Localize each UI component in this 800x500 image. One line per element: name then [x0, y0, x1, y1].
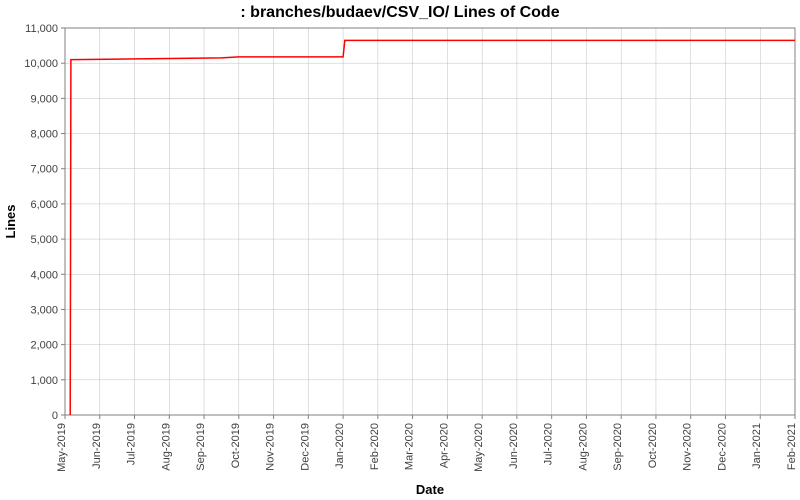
xtick-label: May-2019 — [56, 423, 68, 472]
chart-title: : branches/budaev/CSV_IO/ Lines of Code — [240, 4, 559, 21]
xtick-label: Sep-2019 — [195, 423, 207, 471]
xtick-label: Sep-2020 — [612, 423, 624, 471]
ytick-label: 3,000 — [30, 304, 58, 316]
xtick-label: Feb-2021 — [786, 423, 798, 470]
xtick-label: Apr-2020 — [438, 423, 450, 468]
ytick-label: 7,000 — [30, 164, 58, 176]
ytick-label: 2,000 — [30, 340, 58, 352]
ytick-label: 11,000 — [25, 23, 58, 35]
x-axis-label: Date — [416, 482, 444, 497]
xtick-label: Nov-2020 — [682, 423, 694, 471]
ytick-label: 8,000 — [30, 129, 58, 141]
xtick-label: Jul-2019 — [126, 423, 138, 465]
xtick-label: Jun-2019 — [91, 423, 103, 469]
ytick-label: 4,000 — [30, 269, 58, 281]
y-axis-label: Lines — [3, 205, 18, 239]
xtick-label: Oct-2019 — [230, 423, 242, 468]
ytick-label: 1,000 — [30, 375, 58, 387]
xtick-label: Oct-2020 — [647, 423, 659, 468]
xtick-label: May-2020 — [473, 423, 485, 472]
xtick-label: Nov-2019 — [265, 423, 277, 471]
xtick-label: Jun-2020 — [508, 423, 520, 469]
chart-background — [0, 0, 800, 500]
ytick-label: 9,000 — [30, 93, 58, 105]
xtick-label: Aug-2020 — [577, 423, 589, 471]
ytick-label: 5,000 — [30, 234, 58, 246]
ytick-label: 6,000 — [30, 199, 58, 211]
chart-container: : branches/budaev/CSV_IO/ Lines of Code 0… — [0, 0, 800, 500]
xtick-label: Jan-2021 — [751, 423, 763, 469]
xtick-label: Feb-2020 — [369, 423, 381, 470]
xtick-label: Jul-2020 — [543, 423, 555, 465]
line-chart: : branches/budaev/CSV_IO/ Lines of Code 0… — [0, 0, 800, 500]
xtick-label: Aug-2019 — [160, 423, 172, 471]
xtick-label: Jan-2020 — [334, 423, 346, 469]
ytick-label: 10,000 — [24, 58, 58, 70]
xtick-label: Mar-2020 — [404, 423, 416, 470]
ytick-label: 0 — [52, 410, 58, 422]
xtick-label: Dec-2020 — [716, 423, 728, 471]
xtick-label: Dec-2019 — [299, 423, 311, 471]
